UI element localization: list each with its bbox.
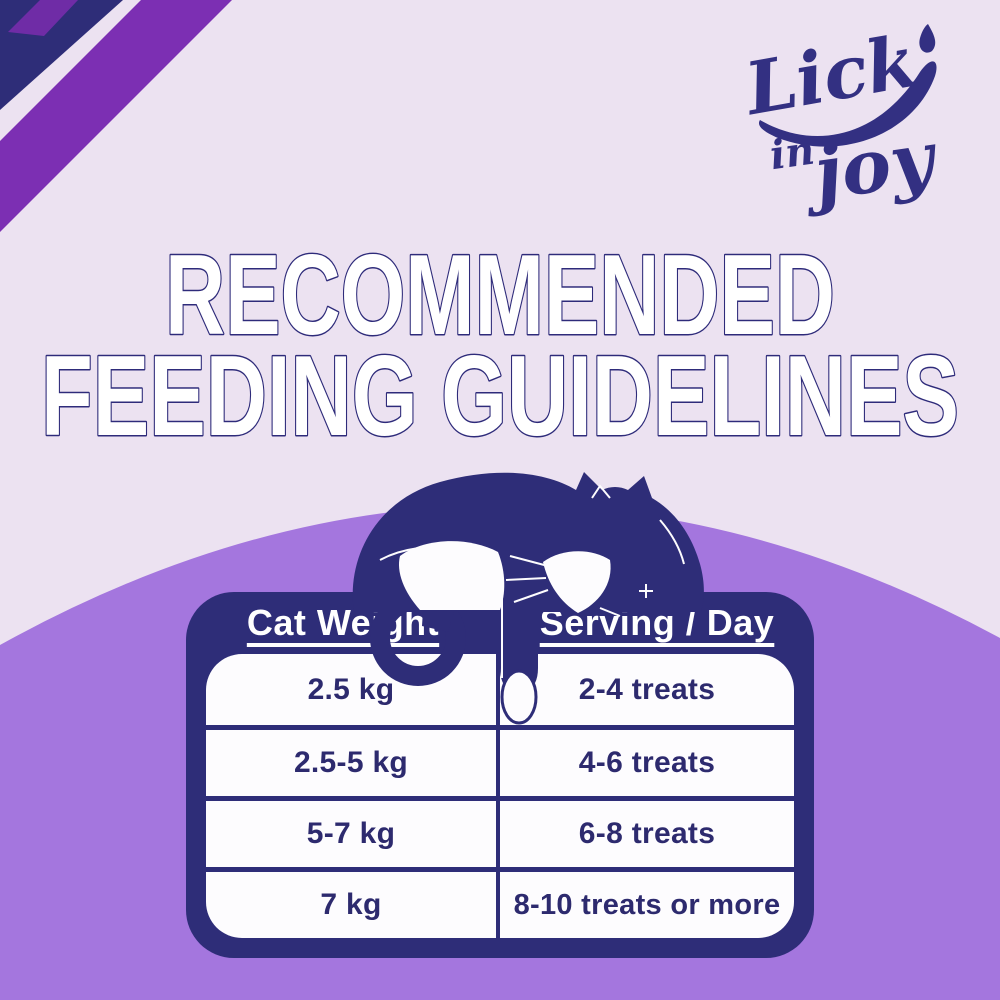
headline: RECOMMENDED FEEDING GUIDELINES bbox=[39, 238, 960, 448]
table-body: 2.5 kg 2-4 treats 2.5-5 kg 4-6 treats 5-… bbox=[206, 654, 794, 938]
cell-weight-1: 2.5 kg bbox=[206, 654, 500, 725]
headline-line1: RECOMMENDED bbox=[165, 238, 835, 359]
cell-serving-3: 6-8 treats bbox=[500, 796, 794, 867]
cell-weight-4: 7 kg bbox=[206, 867, 500, 938]
cat-fur-lines bbox=[379, 484, 685, 678]
cell-serving-1: 2-4 treats bbox=[578, 672, 716, 706]
droplet-icon bbox=[919, 24, 936, 53]
feeding-guidelines-table: Cat Weight Serving / Day 2.5 kg 2-4 trea… bbox=[186, 592, 814, 958]
cat-paw bbox=[500, 669, 538, 725]
tongue-swoosh-icon bbox=[758, 61, 937, 147]
cell-serving-4: 8-10 treats or more bbox=[500, 867, 794, 938]
corner-stripes-decoration bbox=[0, 0, 232, 232]
sleeping-cat-icon bbox=[352, 472, 704, 725]
cat-chest-patch bbox=[398, 541, 505, 610]
brand-logo: Lick in joy bbox=[742, 18, 944, 219]
headline-line2: FEEDING GUIDELINES bbox=[41, 331, 959, 448]
cat-face-patch bbox=[543, 551, 611, 613]
logo-word-joy: joy bbox=[796, 115, 944, 219]
purple-stripe bbox=[0, 0, 232, 232]
logo-word-in: in bbox=[767, 127, 817, 180]
cell-weight-3: 5-7 kg bbox=[206, 796, 500, 867]
small-purple-stripe bbox=[8, 0, 78, 36]
cell-serving-2: 4-6 treats bbox=[500, 725, 794, 796]
cell-weight-2: 2.5-5 kg bbox=[206, 725, 500, 796]
